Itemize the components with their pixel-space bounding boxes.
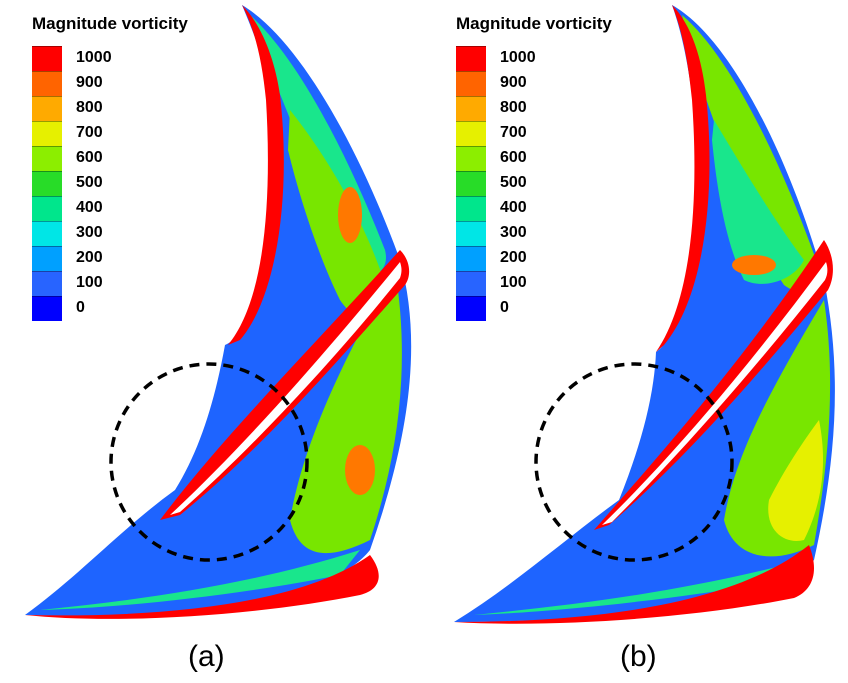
legend-tick: 400 (500, 199, 527, 216)
legend-tick: 200 (76, 249, 103, 266)
legend-tick: 1000 (76, 49, 112, 66)
legend-tick: 900 (76, 74, 103, 91)
green-region-right (290, 270, 402, 554)
legend-tick: 300 (500, 224, 527, 241)
legend-title: Magnitude vorticity (456, 14, 612, 33)
swatch-700 (32, 121, 62, 146)
red-band-hub (454, 545, 814, 624)
legend-tick: 100 (500, 274, 527, 291)
legend-tick: 400 (76, 199, 103, 216)
panel-caption: (a) (188, 640, 225, 673)
swatch-500 (456, 171, 486, 196)
swatch-0 (32, 296, 62, 321)
legend-title: Magnitude vorticity (32, 14, 188, 33)
legend-tick: 0 (76, 299, 85, 316)
yellow-region-right (768, 420, 824, 541)
swatch-700 (456, 121, 486, 146)
swatch-100 (456, 271, 486, 296)
swatch-200 (32, 246, 62, 271)
legend-tick: 1000 (500, 49, 536, 66)
swatch-900 (456, 71, 486, 96)
panel-b: Magnitude vorticity 1000 900 800 700 600… (424, 0, 848, 683)
green-region-top (682, 15, 818, 292)
legend-tick: 700 (76, 124, 103, 141)
panel-a: Magnitude vorticity 1000 900 800 700 600… (25, 5, 412, 673)
panel-caption: (b) (620, 640, 657, 673)
swatch-900 (32, 71, 62, 96)
vorticity-contour-plot (454, 5, 835, 624)
swatch-300 (32, 221, 62, 246)
red-blade-band (594, 240, 833, 530)
swatch-800 (32, 96, 62, 121)
swatch-300 (456, 221, 486, 246)
legend-tick: 500 (500, 174, 527, 191)
legend-tick: 800 (500, 99, 527, 116)
swatch-0 (456, 296, 486, 321)
orange-spot-right (345, 445, 375, 495)
red-band-hub (25, 555, 379, 619)
swatch-600 (32, 146, 62, 171)
legend-tick: 500 (76, 174, 103, 191)
swatch-500 (32, 171, 62, 196)
green-band-lower (40, 550, 360, 610)
legend-tick: 600 (500, 149, 527, 166)
swatch-1000 (456, 46, 486, 71)
red-band-suction (228, 5, 284, 345)
legend-tick: 0 (500, 299, 509, 316)
swatch-800 (456, 96, 486, 121)
swatch-200 (456, 246, 486, 271)
legend-tick: 700 (500, 124, 527, 141)
swatch-600 (456, 146, 486, 171)
orange-spot-upper (732, 255, 776, 275)
red-blade-band (160, 250, 410, 520)
vorticity-contour-plot (25, 5, 412, 619)
highlight-circle (534, 362, 734, 562)
swatch-1000 (32, 46, 62, 71)
red-band-suction (656, 5, 710, 352)
highlight-circle (109, 362, 309, 562)
swatch-400 (32, 196, 62, 221)
legend-tick: 600 (76, 149, 103, 166)
green-region-upper (712, 120, 804, 284)
orange-spot-upper (338, 187, 362, 243)
swatch-400 (456, 196, 486, 221)
legend-tick: 900 (500, 74, 527, 91)
legend-tick: 300 (76, 224, 103, 241)
legend-tick: 100 (76, 274, 103, 291)
swatch-100 (32, 271, 62, 296)
legend-tick: 800 (76, 99, 103, 116)
legend-tick: 200 (500, 249, 527, 266)
